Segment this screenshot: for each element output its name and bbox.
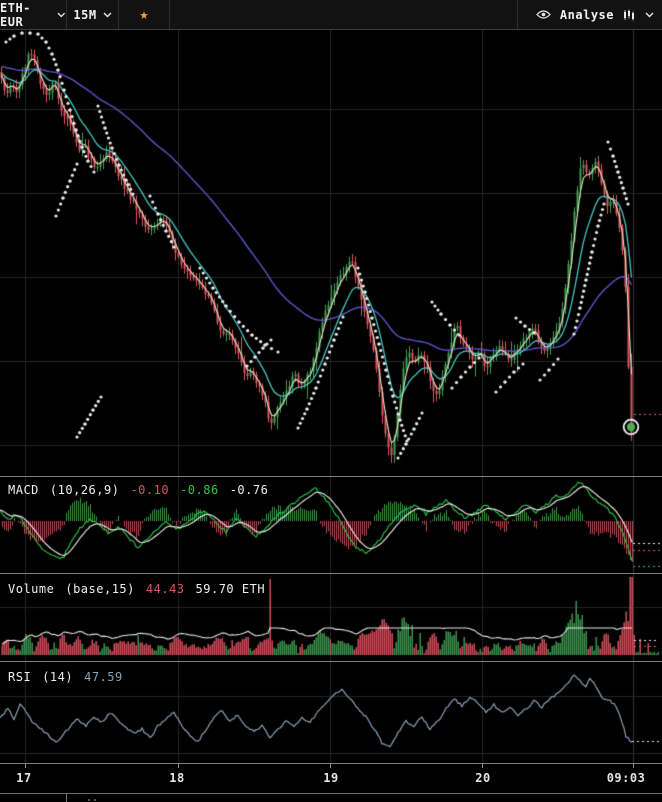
axis-label: 17: [16, 771, 32, 785]
analyse-label: Analyse: [559, 7, 614, 22]
pair-selector[interactable]: ETH-EUR: [0, 0, 67, 29]
star-icon: ★: [139, 5, 149, 23]
volume-chart-canvas[interactable]: [0, 574, 662, 661]
chevron-down-icon: [57, 12, 66, 17]
chevron-down-icon: [103, 12, 112, 17]
axis-tick: [330, 764, 331, 768]
panel-divider: [0, 793, 662, 794]
eye-icon: [536, 10, 551, 19]
axis-tick: [66, 794, 67, 802]
axis-label: 20: [475, 771, 491, 785]
favorite-button[interactable]: ★: [119, 0, 170, 29]
dot: [94, 799, 96, 801]
axis-label: 19: [323, 771, 339, 785]
analyse-button[interactable]: Analyse: [516, 0, 662, 29]
panel-divider: [0, 476, 662, 477]
axis-label: 18: [169, 771, 185, 785]
axis-tick: [25, 764, 26, 768]
panel-divider: [0, 763, 662, 764]
axis-label: 09:03: [606, 771, 646, 785]
timeframe-selector[interactable]: 15M: [67, 0, 119, 29]
dot: [88, 799, 90, 801]
chevron-down-icon: [645, 12, 654, 17]
toolbar-spacer: [170, 0, 517, 29]
rsi-chart-canvas[interactable]: [0, 662, 662, 763]
price-chart-canvas[interactable]: [0, 30, 662, 476]
bottom-strip: [0, 794, 662, 802]
pair-label: ETH-EUR: [0, 0, 31, 29]
axis-tick: [633, 764, 634, 768]
toolbar: ETH-EUR 15M ★ Analyse: [0, 0, 662, 30]
panel-divider: [0, 661, 662, 662]
axis-tick: [482, 764, 483, 768]
chart-type-icon: [624, 9, 634, 20]
axis-tick: [178, 764, 179, 768]
panel-divider: [0, 573, 662, 574]
timeframe-label: 15M: [73, 7, 97, 22]
macd-chart-canvas[interactable]: [0, 477, 662, 573]
time-axis[interactable]: 17 18 19 20 09:03: [0, 764, 662, 793]
